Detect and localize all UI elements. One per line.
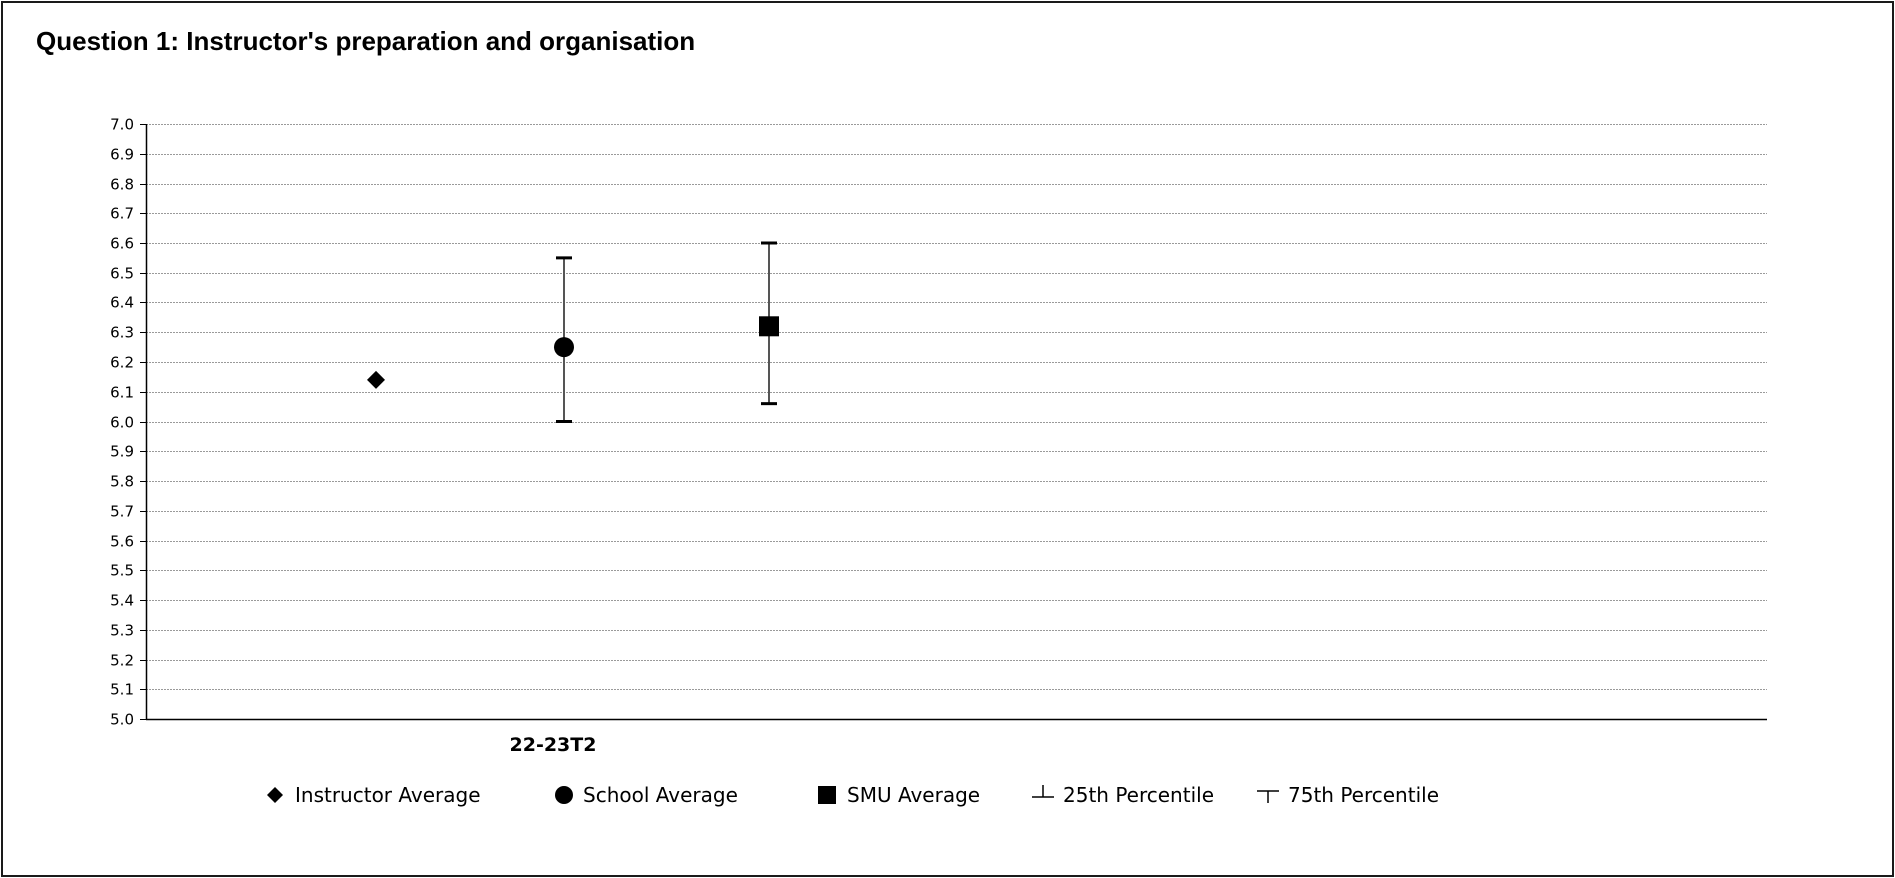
y-tick-label: 6.8: [110, 176, 134, 194]
y-tick-label: 5.7: [110, 503, 134, 521]
legend-label: School Average: [583, 783, 738, 807]
y-tick-label: 6.2: [110, 354, 134, 372]
y-tick-label: 5.4: [110, 592, 134, 610]
diamond-marker: [367, 370, 385, 389]
y-tick-label: 5.8: [110, 473, 134, 491]
y-tick-label: 5.9: [110, 443, 134, 461]
y-tick-label: 5.1: [110, 681, 134, 699]
y-tick-label: 6.7: [110, 205, 134, 223]
y-tick-label: 6.6: [110, 235, 134, 253]
y-tick-label: 5.6: [110, 533, 134, 551]
y-tick-label: 5.2: [110, 652, 134, 670]
y-tick-label: 5.5: [110, 562, 134, 580]
legend-square-icon: [818, 786, 836, 804]
y-tick-label: 6.5: [110, 265, 134, 283]
legend-label: 75th Percentile: [1288, 783, 1439, 807]
square-marker: [759, 316, 779, 337]
legend-circle-icon: [555, 786, 573, 804]
y-tick-label: 6.1: [110, 384, 134, 402]
legend-diamond-icon: [267, 787, 283, 803]
legend-label: 25th Percentile: [1063, 783, 1214, 807]
y-tick-label: 6.4: [110, 294, 134, 312]
circle-marker: [554, 337, 574, 358]
y-tick-label: 5.0: [110, 711, 134, 729]
y-tick-label: 5.3: [110, 622, 134, 640]
y-tick-label: 7.0: [110, 116, 134, 134]
x-category-label: 22-23T2: [510, 734, 597, 756]
y-tick-label: 6.9: [110, 146, 134, 164]
legend-label: SMU Average: [847, 783, 980, 807]
legend-label: Instructor Average: [295, 783, 481, 807]
chart-title: Question 1: Instructor's preparation and…: [36, 26, 696, 56]
y-tick-label: 6.0: [110, 414, 134, 432]
y-tick-label: 6.3: [110, 324, 134, 342]
